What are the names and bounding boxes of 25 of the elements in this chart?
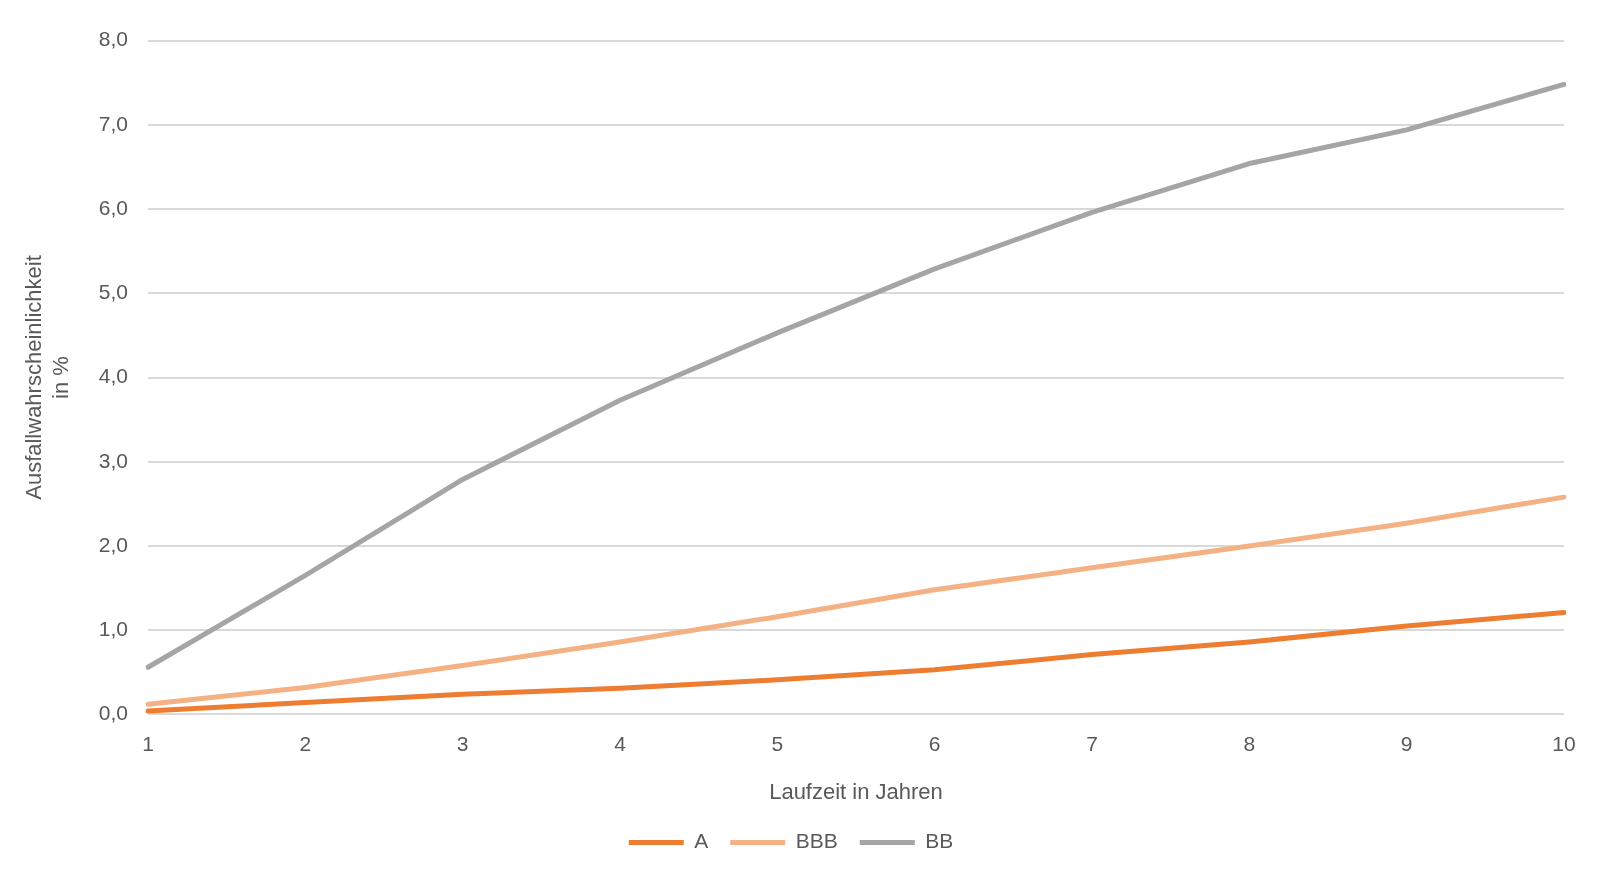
x-axis-title: Laufzeit in Jahren bbox=[769, 778, 943, 804]
legend-label: A bbox=[694, 829, 709, 853]
x-tick-label: 3 bbox=[456, 731, 469, 755]
y-tick-label: 1,0 bbox=[98, 616, 128, 640]
y-tick-label: 8,0 bbox=[98, 27, 128, 51]
legend-label: BB bbox=[925, 829, 954, 853]
x-tick-label: 6 bbox=[928, 731, 941, 755]
text: Ausfallwahrscheinlichkeit bbox=[21, 255, 47, 500]
legend-label: BBB bbox=[795, 829, 838, 853]
y-tick-label: 6,0 bbox=[98, 195, 128, 219]
y-tick-label: 4,0 bbox=[98, 364, 128, 388]
x-tick-label: 7 bbox=[1086, 731, 1098, 755]
x-tick-label: 1 bbox=[142, 731, 154, 755]
x-tick-label: 2 bbox=[299, 731, 312, 755]
y-tick-label: 7,0 bbox=[98, 111, 128, 135]
y-tick-label: 3,0 bbox=[98, 448, 128, 472]
x-tick-label: 10 bbox=[1552, 731, 1576, 755]
x-tick-label: 9 bbox=[1400, 731, 1413, 755]
y-tick-label: 2,0 bbox=[98, 532, 128, 556]
x-tick-label: 5 bbox=[771, 731, 784, 755]
y-tick-label: 5,0 bbox=[98, 280, 128, 304]
y-tick-label: 0,0 bbox=[98, 701, 128, 725]
x-tick-label: 8 bbox=[1243, 731, 1256, 755]
text: in % bbox=[47, 356, 73, 399]
x-tick-label: 4 bbox=[614, 731, 627, 755]
